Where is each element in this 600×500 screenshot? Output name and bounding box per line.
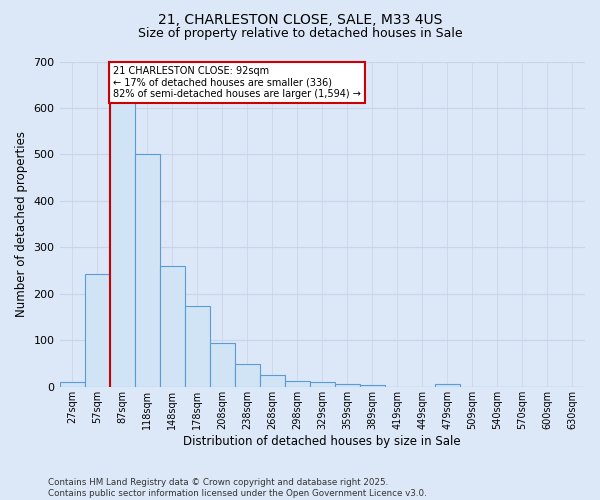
Y-axis label: Number of detached properties: Number of detached properties: [15, 131, 28, 317]
Bar: [209, 342, 235, 387]
Bar: [235, 364, 260, 387]
Text: Size of property relative to detached houses in Sale: Size of property relative to detached ho…: [137, 28, 463, 40]
Bar: [85, 274, 110, 387]
X-axis label: Distribution of detached houses by size in Sale: Distribution of detached houses by size …: [184, 434, 461, 448]
Bar: [435, 384, 460, 387]
Bar: [110, 98, 134, 387]
Bar: [260, 375, 285, 387]
Text: Contains HM Land Registry data © Crown copyright and database right 2025.
Contai: Contains HM Land Registry data © Crown c…: [48, 478, 427, 498]
Bar: [134, 154, 160, 387]
Bar: [185, 306, 209, 387]
Bar: [310, 382, 335, 387]
Text: 21, CHARLESTON CLOSE, SALE, M33 4US: 21, CHARLESTON CLOSE, SALE, M33 4US: [158, 12, 442, 26]
Bar: [160, 266, 185, 387]
Bar: [59, 382, 85, 387]
Bar: [360, 385, 385, 387]
Text: 21 CHARLESTON CLOSE: 92sqm
← 17% of detached houses are smaller (336)
82% of sem: 21 CHARLESTON CLOSE: 92sqm ← 17% of deta…: [113, 66, 361, 100]
Bar: [285, 381, 310, 387]
Bar: [335, 384, 360, 387]
